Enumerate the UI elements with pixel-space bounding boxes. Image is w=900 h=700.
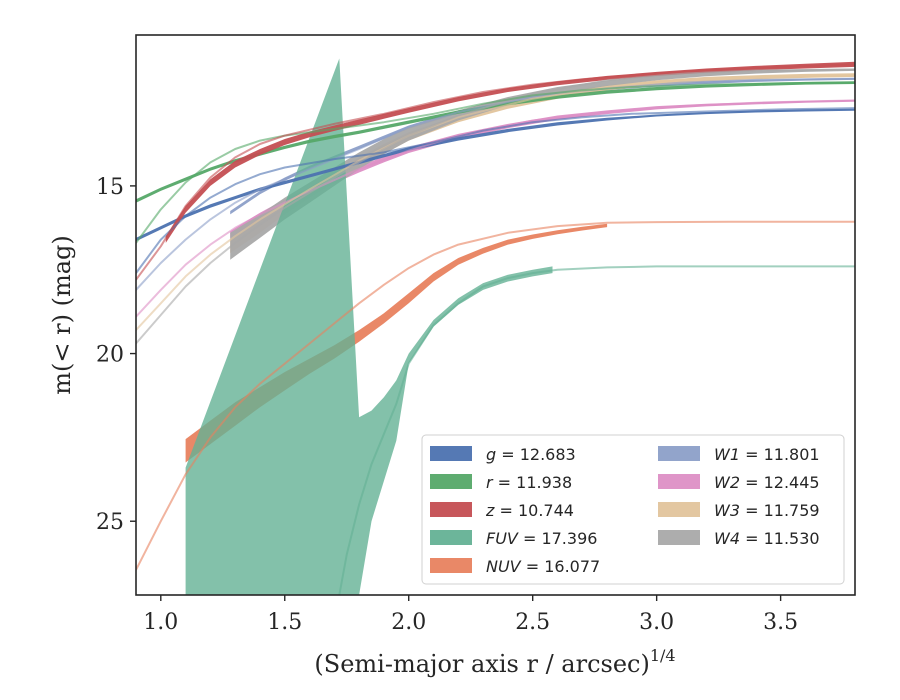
x-tick-label: 3.5: [763, 610, 798, 635]
legend-label-w2: W2 = 12.445: [714, 473, 820, 492]
legend-swatch-w2: [658, 474, 700, 489]
legend-band-value: = 10.744: [494, 501, 574, 520]
legend-swatch-w1: [658, 446, 700, 461]
legend-band-name: r: [486, 473, 494, 492]
legend-band-value: = 12.683: [496, 445, 576, 464]
x-tick-label: 2.5: [515, 610, 550, 635]
band-fuv: [185, 58, 553, 595]
legend-label-fuv: FUV = 17.396: [486, 529, 597, 548]
legend-swatch-w4: [658, 530, 700, 545]
line-r: [136, 81, 855, 244]
legend-label-w1: W1 = 11.801: [714, 445, 820, 464]
line-w4: [136, 68, 855, 345]
legend-swatch-fuv: [430, 530, 472, 545]
legend-band-value: = 11.530: [740, 529, 820, 548]
y-axis-label: m(< r) (mag): [48, 235, 76, 394]
x-tick-label: 2.0: [391, 610, 426, 635]
legend-band-name: z: [485, 501, 495, 520]
line-fuv: [338, 265, 855, 595]
legend-band-name: FUV: [486, 529, 519, 548]
x-axis: 1.0 1.5 2.0 2.5 3.0 3.5: [143, 595, 798, 635]
x-tick-label: 1.5: [267, 610, 302, 635]
legend-band-value: = 16.077: [521, 557, 601, 576]
legend-swatch-z: [430, 502, 472, 517]
y-axis: 15 20 25: [96, 175, 136, 535]
legend-band-value: = 11.801: [740, 445, 820, 464]
legend-box: [421, 434, 845, 585]
line-z: [136, 63, 855, 281]
legend-label-g: g = 12.683: [486, 445, 576, 464]
x-axis-label-exponent: 1/4: [650, 646, 676, 665]
y-tick-label: 20: [96, 343, 124, 368]
y-tick-label: 25: [96, 510, 124, 535]
legend-band-name: W1: [714, 445, 740, 464]
legend-band-value: = 12.445: [740, 473, 820, 492]
legend-band-name: NUV: [486, 557, 522, 576]
legend-swatch-r: [430, 474, 472, 489]
line-w3: [136, 74, 855, 331]
x-axis-label: (Semi-major axis r / arcsec)1/4: [314, 646, 675, 678]
series-lines: [136, 63, 855, 595]
x-axis-label-text: (Semi-major axis r / arcsec): [314, 650, 649, 678]
legend-label-nuv: NUV = 16.077: [486, 557, 600, 576]
line-nuv: [136, 220, 855, 571]
legend-label-w3: W3 = 11.759: [714, 501, 820, 520]
legend-band-name: g: [486, 445, 496, 464]
legend-swatch-g: [430, 446, 472, 461]
line-g: [136, 107, 855, 274]
plot-frame: [135, 34, 856, 596]
legend-band-value: = 11.759: [740, 501, 820, 520]
x-tick-label: 1.0: [143, 610, 178, 635]
legend-swatch-w3: [658, 502, 700, 517]
legend-label-z: z = 10.744: [485, 501, 574, 520]
legend-label-r: r = 11.938: [486, 473, 572, 492]
line-w2: [136, 99, 855, 318]
x-tick-label: 3.0: [639, 610, 674, 635]
legend-band-name: W3: [714, 501, 740, 520]
legend-band-value: = 11.938: [493, 473, 573, 492]
legend-band-value: = 17.396: [518, 529, 598, 548]
legend-band-name: W4: [714, 529, 740, 548]
legend-label-w4: W4 = 11.530: [714, 529, 820, 548]
legend-band-name: W2: [714, 473, 740, 492]
legend-swatch-nuv: [430, 558, 472, 573]
y-tick-label: 15: [96, 175, 124, 200]
